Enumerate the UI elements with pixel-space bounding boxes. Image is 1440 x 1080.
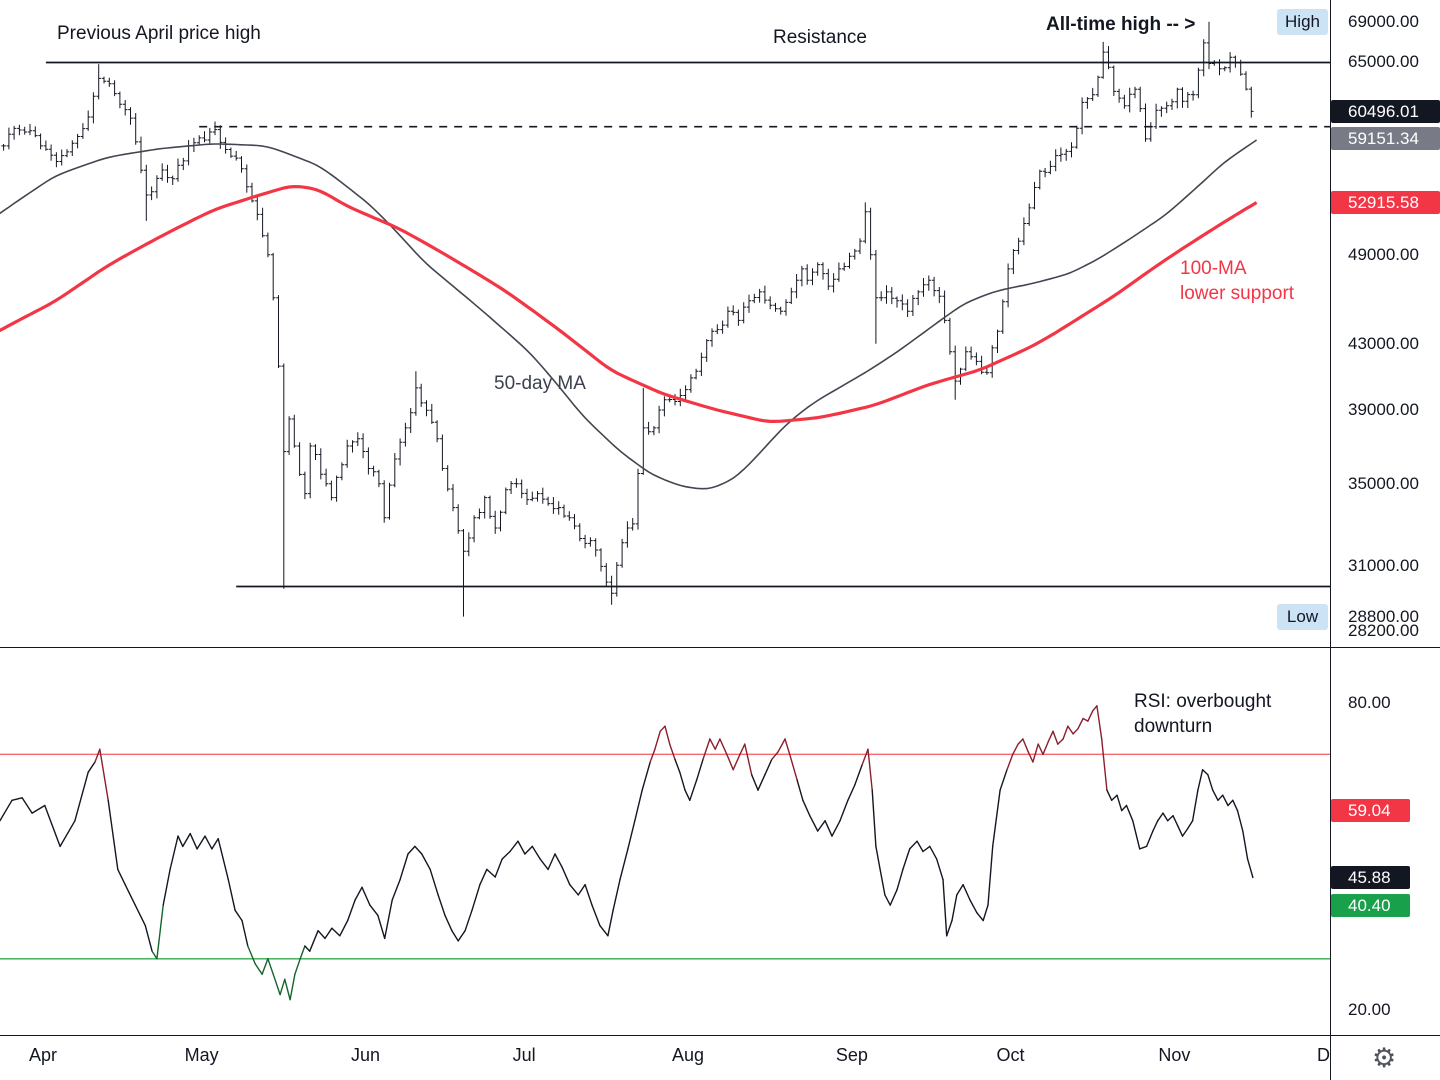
panel-divider[interactable] bbox=[0, 647, 1440, 648]
rsi-axis-tick: 20.00 bbox=[1348, 999, 1391, 1019]
price-axis-tick: 49000.00 bbox=[1348, 244, 1419, 264]
price-axis-divider bbox=[1330, 0, 1331, 1080]
time-axis-month-label: Aug bbox=[671, 1045, 705, 1065]
settings-gear-icon[interactable]: ⚙ bbox=[1372, 1043, 1397, 1073]
rsi-last-badge: 45.88 bbox=[1331, 866, 1410, 890]
price-axis-tick: 28800.00 bbox=[1348, 606, 1419, 626]
time-axis-month-label: Jun bbox=[350, 1045, 381, 1065]
price-axis-tick: 65000.00 bbox=[1348, 52, 1419, 72]
price-axis-tick: 39000.00 bbox=[1348, 400, 1419, 420]
time-axis[interactable]: Apr May Jun Jul Aug Sep Oct Nov Dec ⚙ bbox=[0, 1036, 1440, 1080]
annotation-previous-april-price-high: Previous April price high bbox=[57, 23, 261, 44]
price-axis-tick: 43000.00 bbox=[1348, 333, 1419, 353]
annotation-rsi-overbought-downturn: RSI: overbought downturn bbox=[1134, 691, 1272, 737]
time-axis-month-label: Dec bbox=[1316, 1045, 1331, 1065]
time-axis-month-label: Nov bbox=[1158, 1045, 1191, 1065]
time-axis-month-label: Oct bbox=[996, 1045, 1025, 1065]
time-axis-months: Apr May Jun Jul Aug Sep Oct Nov Dec bbox=[0, 1036, 1331, 1080]
annotation-50-day-ma: 50-day MA bbox=[494, 373, 586, 394]
ma100-badge: 52915.58 bbox=[1331, 190, 1440, 214]
high-marker-badge: High bbox=[1277, 8, 1328, 35]
last-price-badge: 60496.01 bbox=[1331, 99, 1440, 123]
rsi-axis-tick: 80.00 bbox=[1348, 693, 1391, 713]
price-axis[interactable]: 69000.00 65000.00 49000.00 43000.00 39000.00… bbox=[1331, 0, 1440, 1035]
price-chart-canvas[interactable] bbox=[0, 0, 1330, 1036]
time-axis-month-label: Apr bbox=[28, 1045, 57, 1065]
price-axis-tick: 31000.00 bbox=[1348, 556, 1419, 576]
rsi-lower-badge: 40.40 bbox=[1331, 894, 1410, 918]
rsi-upper-badge: 59.04 bbox=[1331, 798, 1410, 822]
annotation-100-ma-lower-support: 100-MA lower support bbox=[1180, 258, 1295, 304]
time-axis-month-label: May bbox=[184, 1045, 219, 1065]
time-axis-month-label: Sep bbox=[835, 1045, 868, 1065]
time-axis-month-label: Jul bbox=[512, 1045, 536, 1065]
low-marker-badge: Low bbox=[1277, 603, 1328, 630]
price-axis-tick: 35000.00 bbox=[1348, 473, 1419, 493]
price-axis-tick: 69000.00 bbox=[1348, 11, 1419, 31]
prev-close-badge: 59151.34 bbox=[1331, 126, 1440, 150]
price-axis-tick: 28200.00 bbox=[1348, 620, 1419, 640]
annotation-all-time-high: All-time high -- > bbox=[1046, 14, 1196, 35]
time-axis-divider bbox=[0, 1035, 1440, 1036]
annotation-resistance: Resistance bbox=[773, 27, 867, 48]
